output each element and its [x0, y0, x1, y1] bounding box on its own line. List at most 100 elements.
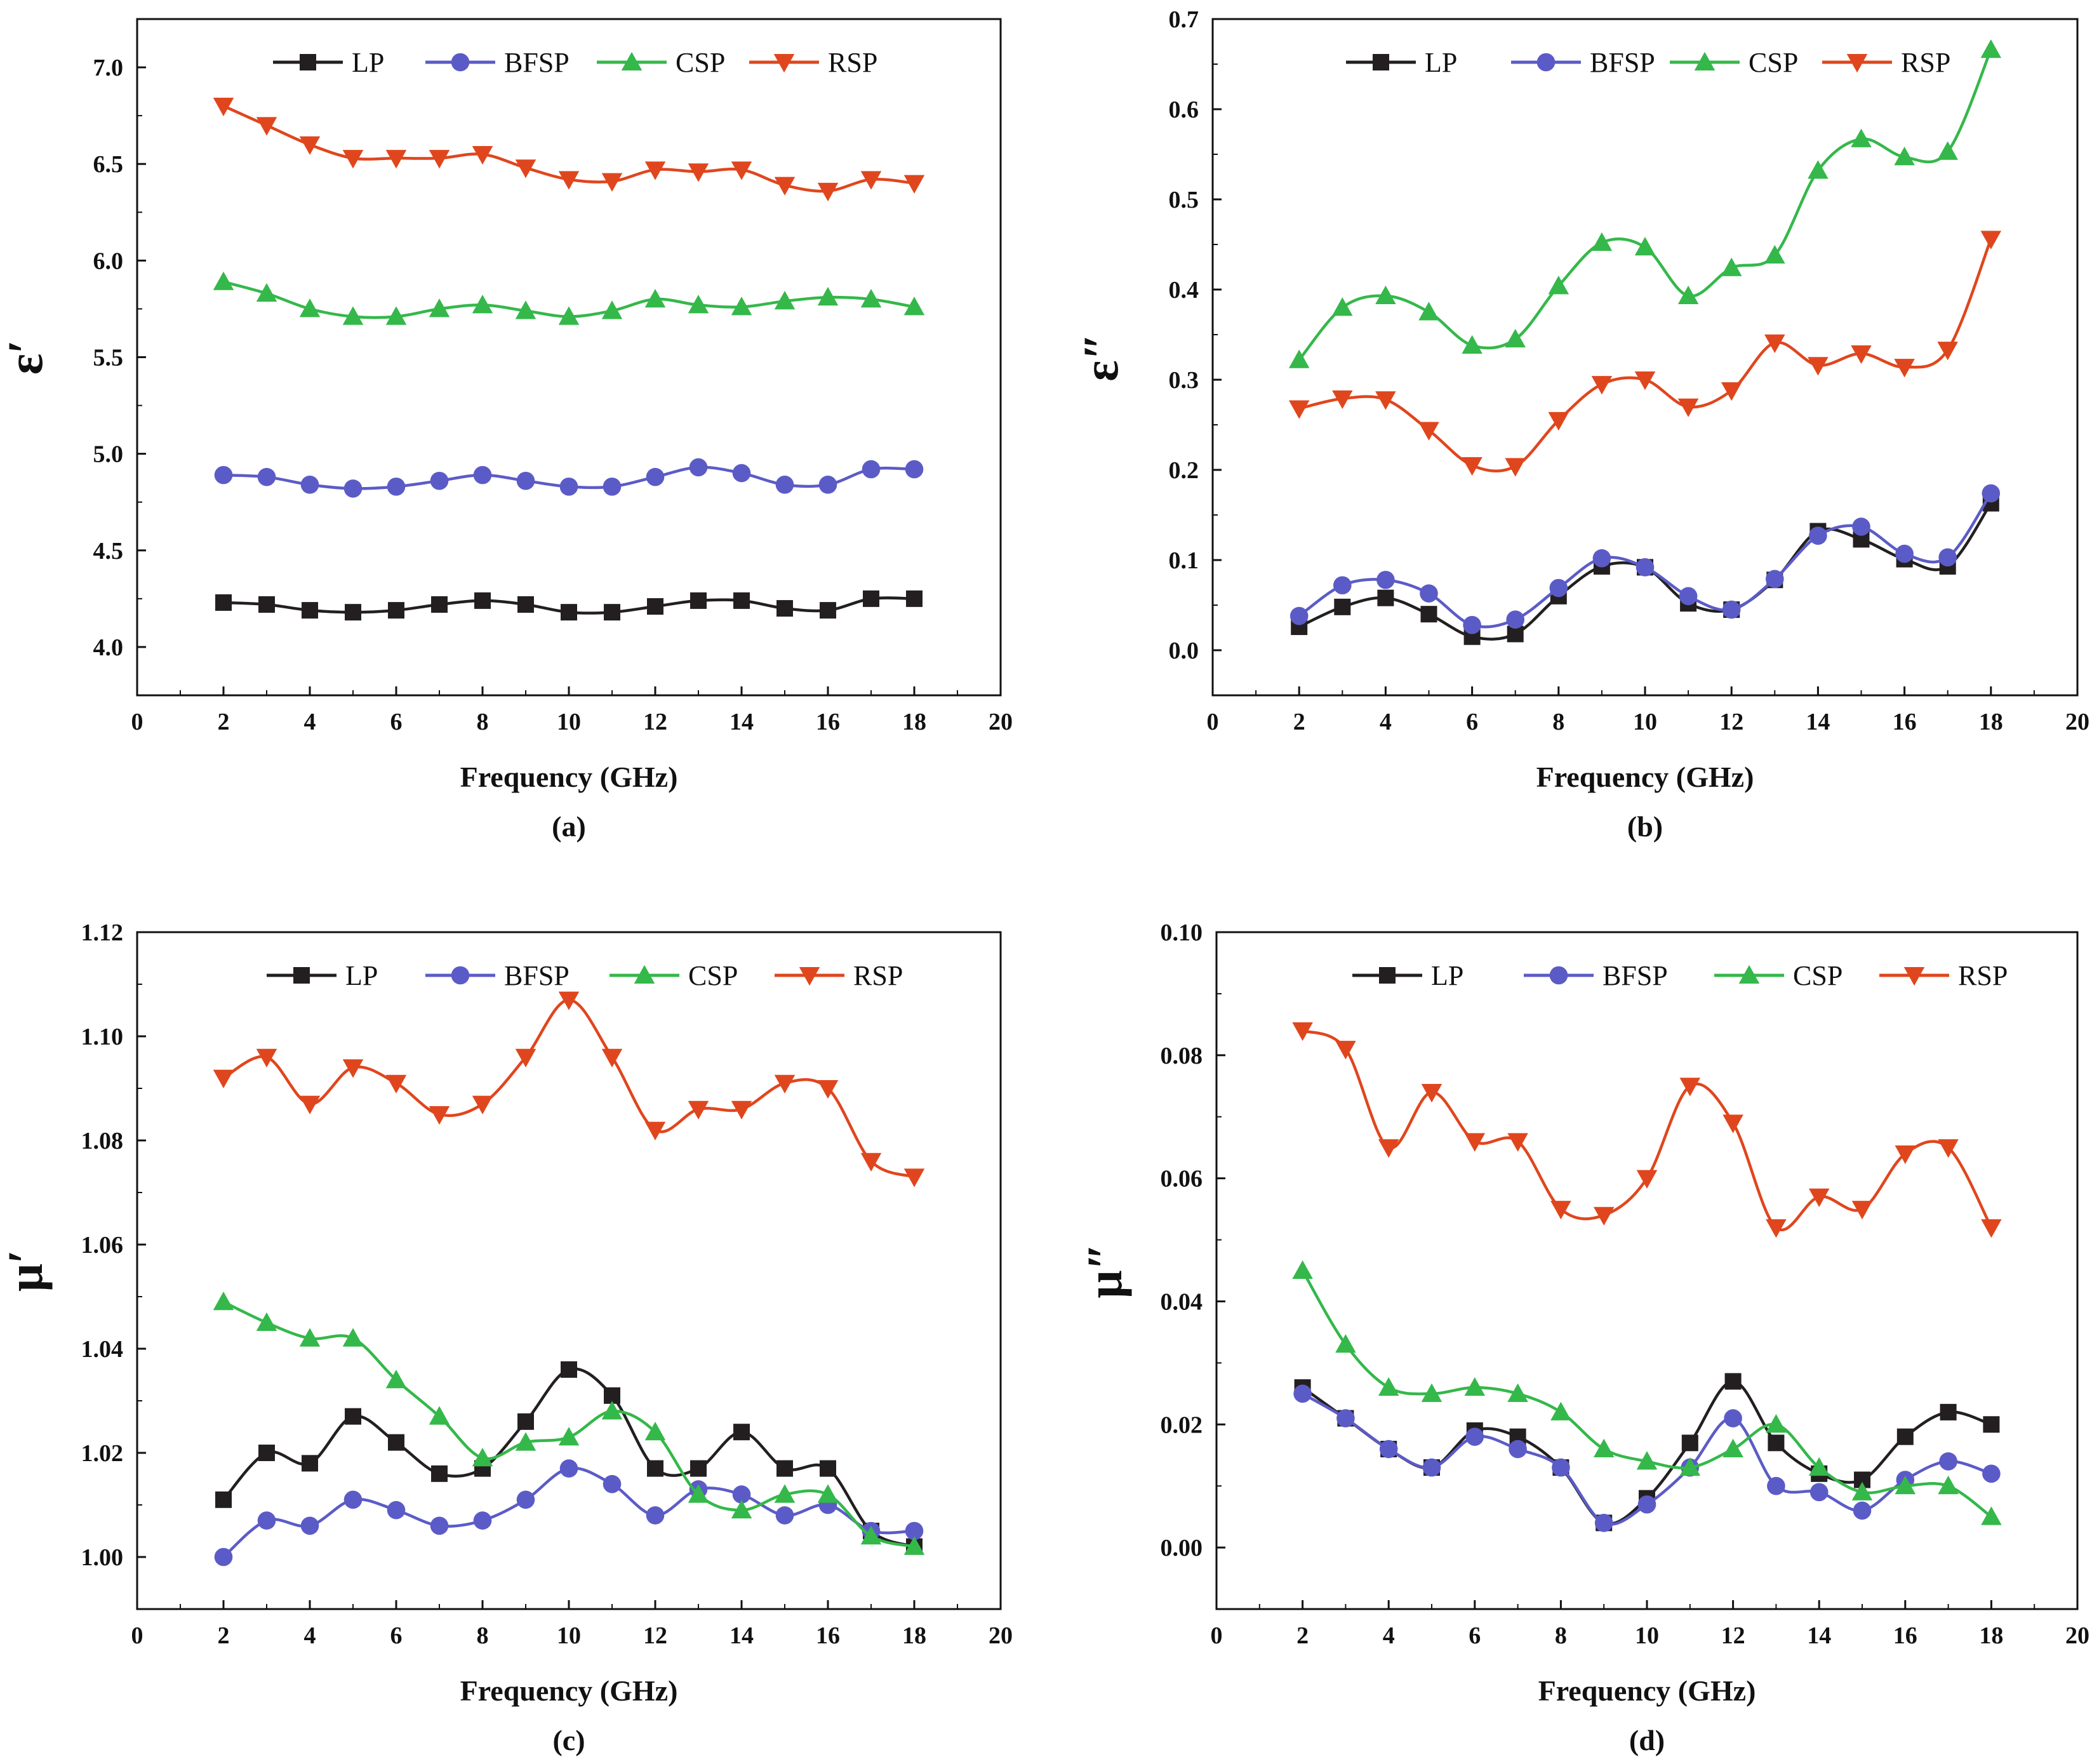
y-tick-label: 1.04	[81, 1336, 124, 1363]
data-point-lp	[820, 1460, 836, 1477]
data-point-rsp	[688, 163, 709, 182]
data-point-csp	[1723, 1438, 1743, 1458]
data-point-csp	[1335, 1334, 1356, 1353]
data-point-csp	[644, 1421, 666, 1441]
x-tick-label: 8	[1555, 1622, 1567, 1649]
data-point-bfsp	[1766, 570, 1784, 589]
data-point-lp	[690, 592, 707, 609]
data-point-bfsp	[473, 465, 492, 484]
x-tick-label: 16	[816, 1622, 840, 1649]
data-point-bfsp	[603, 478, 622, 496]
series-bfsp	[1289, 484, 2001, 634]
data-point-rsp	[1938, 1139, 1959, 1158]
legend-marker-rsp	[799, 967, 820, 986]
data-point-csp	[817, 286, 839, 306]
legend-label-csp: CSP	[1793, 960, 1842, 991]
data-point-csp	[429, 1406, 450, 1425]
data-point-bfsp	[689, 458, 708, 477]
data-point-rsp	[1288, 400, 1310, 419]
data-point-csp	[1679, 1457, 1701, 1476]
x-tick-label: 8	[477, 1622, 489, 1649]
y-tick-label: 0.08	[1161, 1043, 1203, 1069]
data-point-bfsp	[1379, 1440, 1398, 1459]
data-point-csp	[256, 1312, 277, 1331]
y-tick-label: 1.00	[81, 1544, 124, 1571]
x-tick-label: 16	[816, 709, 840, 735]
legend-marker-csp	[621, 51, 643, 70]
series-line-rsp	[1302, 1029, 1993, 1231]
x-tick-label: 4	[304, 1622, 316, 1649]
x-tick-label: 0	[1211, 1622, 1223, 1649]
y-tick-label: 0.3	[1169, 367, 1199, 394]
x-axis-title: Frequency (GHz)	[1536, 761, 1754, 793]
x-axis-title: Frequency (GHz)	[1538, 1674, 1756, 1707]
x-tick-label: 4	[1380, 709, 1392, 735]
y-axis-title: μ′	[0, 1250, 53, 1292]
data-point-rsp	[1679, 1078, 1701, 1097]
data-point-bfsp	[1637, 1495, 1656, 1514]
series-rsp	[1288, 231, 2002, 477]
data-point-rsp	[299, 1095, 321, 1114]
data-point-rsp	[515, 159, 536, 178]
data-point-bfsp	[300, 476, 319, 494]
series-line-csp	[223, 1300, 915, 1548]
data-point-rsp	[1375, 391, 1396, 410]
series-line-csp	[1298, 49, 1992, 361]
data-point-rsp	[472, 1095, 493, 1114]
panel-label: (a)	[552, 810, 586, 843]
data-point-csp	[342, 306, 364, 325]
data-point-bfsp	[1552, 1458, 1570, 1477]
data-point-csp	[1548, 276, 1569, 295]
series-bfsp	[214, 458, 924, 498]
legend-marker-bfsp	[1536, 53, 1556, 72]
data-point-bfsp	[1809, 1483, 1829, 1502]
data-point-csp	[515, 300, 536, 319]
data-point-bfsp	[1853, 1501, 1872, 1520]
data-point-bfsp	[1506, 610, 1524, 629]
y-tick-label: 0.04	[1161, 1288, 1203, 1315]
y-axis-title: ε′	[0, 340, 53, 375]
data-point-csp	[342, 1328, 364, 1347]
data-point-lp	[215, 594, 232, 611]
data-point-rsp	[1634, 371, 1656, 391]
data-point-csp	[860, 288, 882, 308]
data-point-rsp	[472, 146, 493, 165]
legend-marker-lp	[300, 54, 316, 70]
data-point-csp	[213, 271, 234, 290]
x-axis-title: Frequency (GHz)	[460, 761, 678, 793]
legend-label-bfsp: BFSP	[1590, 47, 1655, 78]
data-point-csp	[1764, 244, 1785, 264]
data-point-csp	[515, 1432, 536, 1451]
data-point-csp	[1636, 1451, 1658, 1470]
panel-label: (d)	[1629, 1724, 1665, 1756]
x-tick-label: 0	[131, 1622, 143, 1649]
legend-label-rsp: RSP	[853, 960, 903, 991]
data-point-csp	[774, 291, 796, 310]
x-tick-label: 2	[1296, 1622, 1309, 1649]
legend: LP BFSP CSP RSP	[1352, 960, 2008, 991]
data-point-csp	[1421, 1383, 1443, 1402]
data-point-rsp	[1418, 422, 1439, 441]
data-point-rsp	[342, 1059, 364, 1078]
x-tick-label: 14	[730, 709, 754, 735]
data-point-bfsp	[862, 460, 881, 479]
data-point-lp	[215, 1491, 232, 1508]
data-point-csp	[385, 1369, 407, 1389]
legend: LP BFSP CSP RSP	[1346, 47, 1950, 78]
legend-marker-lp	[293, 967, 310, 984]
data-point-bfsp	[1592, 549, 1611, 568]
data-point-csp	[256, 283, 277, 302]
x-tick-label: 18	[902, 1622, 926, 1649]
x-tick-label: 18	[1979, 709, 2003, 735]
series-rsp	[1292, 1022, 2002, 1238]
data-point-bfsp	[905, 460, 924, 479]
data-point-csp	[601, 1401, 623, 1420]
data-point-rsp	[342, 150, 364, 169]
x-tick-label: 6	[390, 1622, 403, 1649]
data-point-lp	[776, 1460, 793, 1477]
y-axis-prime: ′	[0, 1250, 53, 1264]
data-point-rsp	[1292, 1022, 1313, 1041]
data-point-csp	[385, 306, 407, 325]
y-tick-label: 4.5	[93, 538, 124, 565]
data-point-rsp	[774, 1074, 796, 1094]
